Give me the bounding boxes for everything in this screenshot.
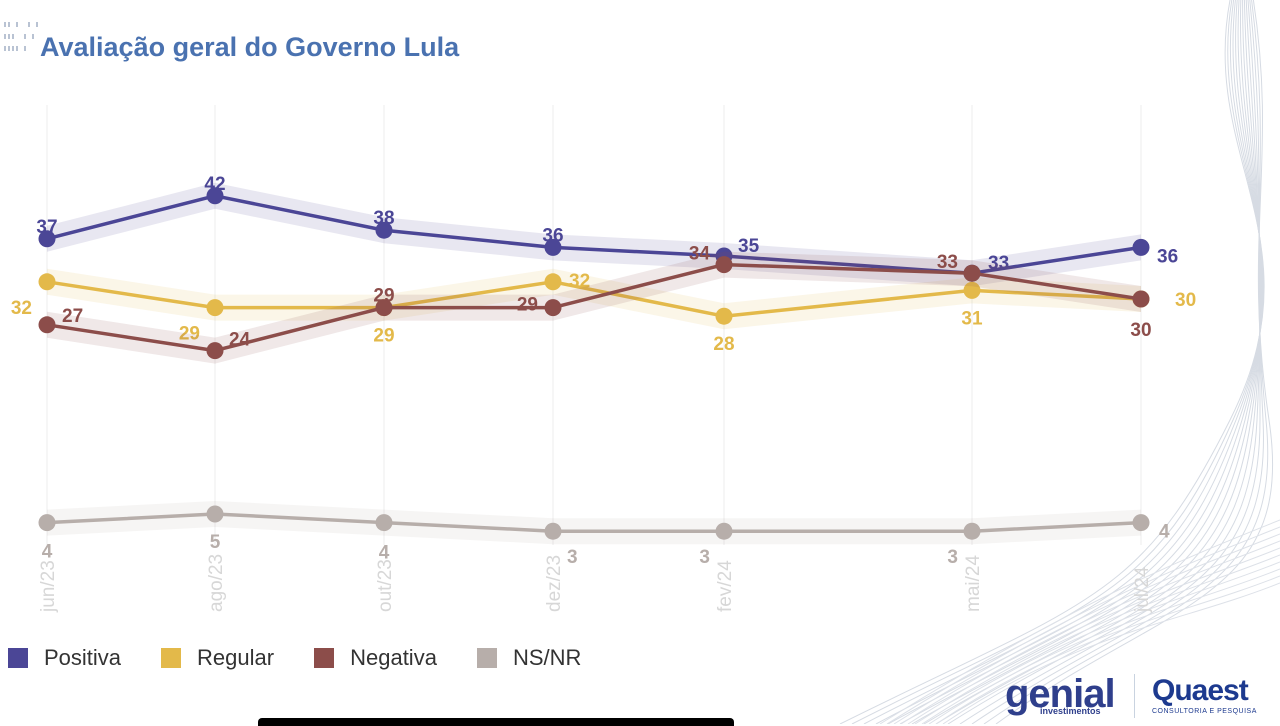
legend-swatch-nsnr	[476, 648, 497, 668]
confidence-band	[47, 501, 1141, 545]
data-label: 30	[1130, 320, 1151, 341]
x-tick-label: jun/23	[38, 560, 59, 613]
x-tick-label: fev/24	[715, 560, 736, 612]
data-label: 3	[567, 547, 578, 568]
data-label: 29	[179, 324, 200, 345]
data-label: 24	[229, 330, 251, 351]
legend-item-positiva: Positiva	[8, 645, 121, 671]
data-point	[38, 273, 56, 291]
data-label: 4	[1159, 522, 1170, 543]
data-point	[206, 187, 224, 205]
data-label: 5	[210, 532, 221, 553]
data-point	[715, 256, 733, 274]
data-label: 33	[937, 252, 958, 273]
data-point	[375, 514, 393, 532]
data-label: 29	[373, 326, 394, 347]
data-label: 31	[961, 308, 983, 329]
genial-logo: genial	[1005, 672, 1116, 716]
data-point	[544, 273, 562, 291]
x-tick-label: ago/23	[206, 554, 227, 612]
data-label: 28	[713, 334, 734, 355]
series-negativa: 27 24 29 29 34 33 30	[38, 244, 1152, 364]
series-positiva: 37 42 38 36 35 33 36	[36, 174, 1178, 287]
quaest-logo: Quaest	[1152, 674, 1249, 707]
legend-label-positiva: Positiva	[44, 645, 122, 670]
data-point	[206, 342, 224, 360]
data-label: 32	[569, 271, 590, 292]
data-point	[1132, 290, 1150, 308]
data-point	[38, 230, 56, 248]
home-indicator-bar	[258, 718, 734, 726]
data-label: 29	[517, 295, 538, 316]
legend-item-nsnr: NS/NR	[476, 645, 582, 671]
legend-label-nsnr: NS/NR	[512, 645, 582, 670]
legend-swatch-regular	[161, 648, 182, 668]
data-point	[715, 522, 733, 540]
data-point	[963, 522, 981, 540]
data-label: 3	[947, 547, 958, 568]
data-point	[963, 264, 981, 282]
data-label: 42	[204, 174, 225, 195]
title-dots-icon	[4, 22, 38, 51]
x-tick-label: mai/24	[963, 555, 984, 612]
data-label: 29	[373, 286, 394, 307]
chart-legend: Positiva Regular Negativa NS/NR	[8, 644, 621, 672]
logo-separator	[1134, 674, 1135, 718]
data-label: 35	[738, 236, 760, 257]
data-label: 3	[699, 547, 710, 568]
series-nsnr: 4 5 4 3 3 3 4	[38, 501, 1170, 568]
data-point	[544, 522, 562, 540]
data-point	[38, 514, 56, 532]
x-tick-label: jul/24	[1132, 566, 1153, 613]
legend-swatch-negativa	[314, 648, 335, 668]
legend-item-negativa: Negativa	[314, 645, 437, 671]
data-point	[1132, 238, 1150, 256]
data-point	[715, 307, 733, 325]
data-point	[375, 299, 393, 317]
data-label: 37	[36, 217, 57, 238]
data-point	[206, 299, 224, 317]
data-label: 27	[62, 306, 83, 327]
data-label: 38	[373, 208, 394, 229]
quaest-logo-subtitle: CONSULTORIA E PESQUISA	[1152, 708, 1257, 715]
data-label: 33	[988, 253, 1009, 274]
data-label: 4	[379, 543, 390, 564]
x-tick-label: out/23	[375, 559, 396, 612]
chart-title: Avaliação geral do Governo Lula	[40, 32, 460, 62]
legend-item-regular: Regular	[161, 645, 274, 671]
x-tick-label: dez/23	[544, 555, 565, 612]
genial-logo-subtitle: investimentos	[1040, 706, 1101, 716]
sponsor-logos: genial investimentos Quaest CONSULTORIA …	[1000, 674, 1260, 720]
data-label: 32	[11, 298, 32, 319]
data-point	[38, 316, 56, 334]
legend-label-negativa: Negativa	[350, 645, 437, 670]
data-point	[544, 238, 562, 256]
data-point	[1132, 514, 1150, 532]
data-label: 36	[542, 225, 563, 246]
legend-label-regular: Regular	[197, 645, 275, 670]
data-label: 30	[1175, 290, 1196, 311]
confidence-band	[47, 251, 1141, 364]
data-point	[544, 299, 562, 317]
data-label: 36	[1157, 246, 1178, 267]
data-point	[963, 281, 981, 299]
data-label: 34	[689, 244, 711, 265]
data-point	[375, 221, 393, 239]
data-label: 4	[42, 542, 53, 563]
legend-swatch-positiva	[8, 648, 28, 668]
confidence-band	[47, 182, 1141, 287]
data-point	[206, 505, 224, 523]
